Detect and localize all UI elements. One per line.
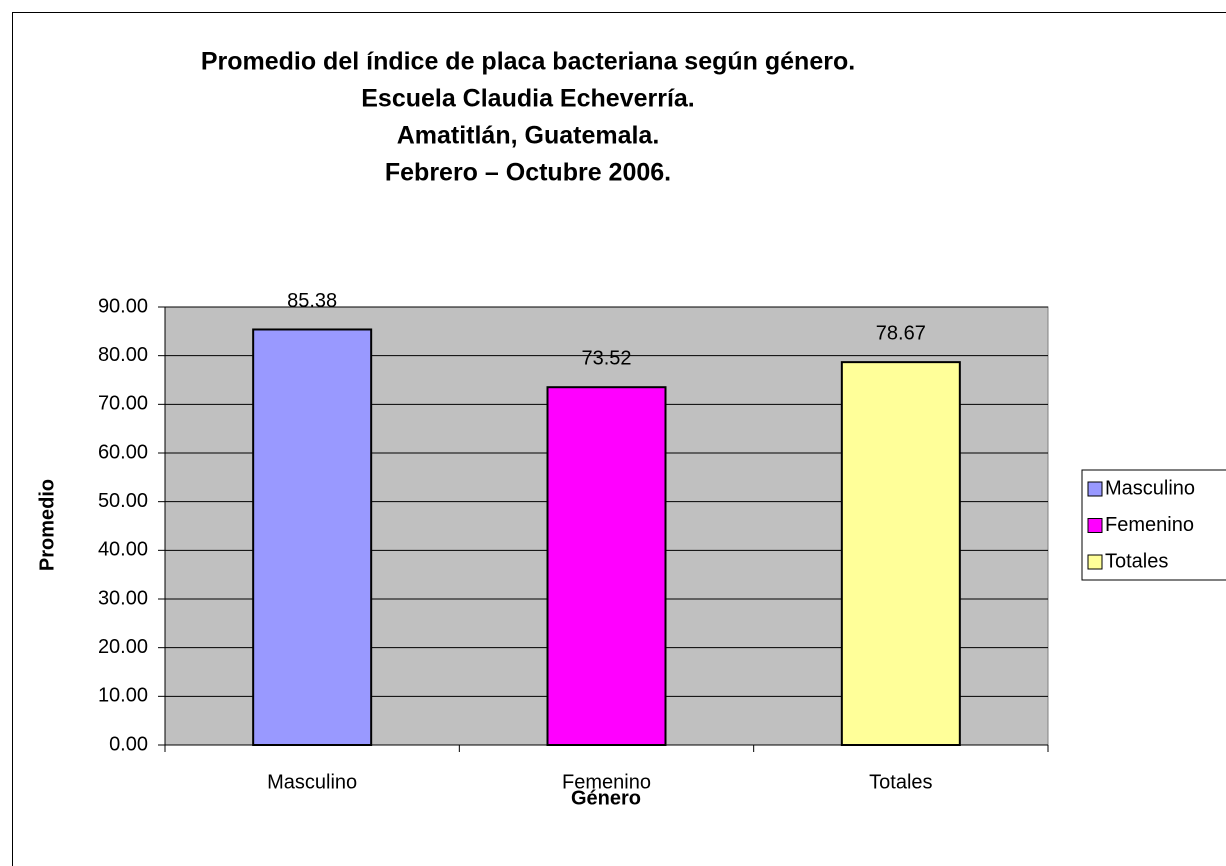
y-axis-label: Promedio xyxy=(36,479,58,571)
legend-swatch xyxy=(1087,518,1103,533)
y-tick-label: 60.00 xyxy=(98,441,148,463)
legend-swatch xyxy=(1087,481,1103,497)
y-tick-label: 50.00 xyxy=(98,490,148,512)
chart-title: Promedio del índice de placa bacteriana … xyxy=(201,48,855,76)
y-tick-label: 30.00 xyxy=(98,587,148,609)
y-tick-label: 70.00 xyxy=(98,393,148,415)
y-tick-label: 10.00 xyxy=(98,685,148,707)
chart-title: Febrero – Octubre 2006. xyxy=(385,159,671,187)
y-tick-label: 40.00 xyxy=(98,539,148,561)
legend xyxy=(1081,469,1226,581)
y-tick-label: 90.00 xyxy=(98,295,148,317)
x-tick-label: Femenino xyxy=(562,771,651,793)
data-label: 85.38 xyxy=(287,290,337,312)
bar xyxy=(840,361,961,746)
bar xyxy=(546,386,667,746)
chart-title: Escuela Claudia Echeverría. xyxy=(361,85,695,113)
legend-swatch xyxy=(1087,554,1103,570)
legend-label: Masculino xyxy=(1105,477,1195,499)
y-tick-label: 20.00 xyxy=(98,636,148,658)
bar xyxy=(252,328,373,746)
y-tick-label: 80.00 xyxy=(98,344,148,366)
chart-title: Amatitlán, Guatemala. xyxy=(397,122,660,150)
x-tick-label: Masculino xyxy=(267,771,357,793)
x-axis-label: Género xyxy=(571,787,641,809)
x-tick-label: Totales xyxy=(869,771,932,793)
data-label: 78.67 xyxy=(876,322,926,344)
data-label: 73.52 xyxy=(581,347,631,369)
legend-label: Totales xyxy=(1105,550,1168,572)
legend-label: Femenino xyxy=(1105,514,1194,536)
y-tick-label: 0.00 xyxy=(109,733,148,755)
